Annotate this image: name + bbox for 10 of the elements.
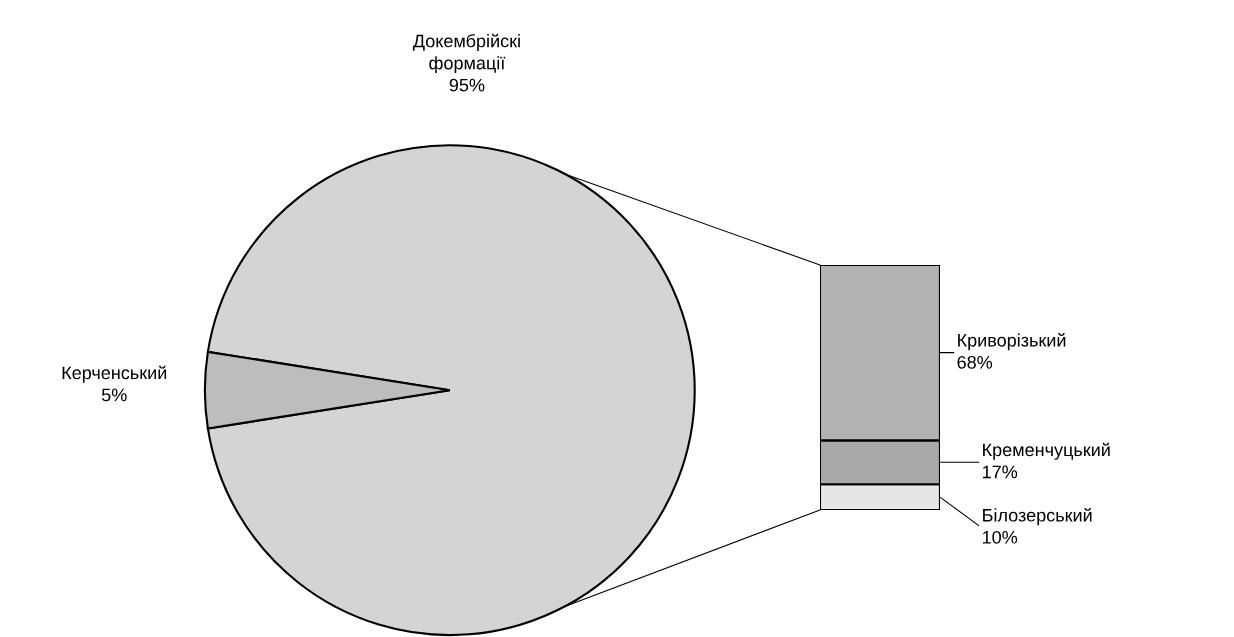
series-label: Криворізький bbox=[958, 333, 1066, 351]
data-label: 95% bbox=[449, 78, 485, 92]
slice-label: Керченський bbox=[62, 365, 167, 383]
data-label: 17% bbox=[982, 465, 1018, 479]
data-label: 10% bbox=[982, 530, 1018, 544]
text: Кременчуцький bbox=[983, 442, 1110, 460]
data-label: 68% bbox=[957, 355, 993, 369]
text: Білозерський bbox=[983, 508, 1092, 526]
slice-label: Докембрійскі формації bbox=[412, 33, 520, 73]
data-label: 5% bbox=[101, 388, 127, 402]
